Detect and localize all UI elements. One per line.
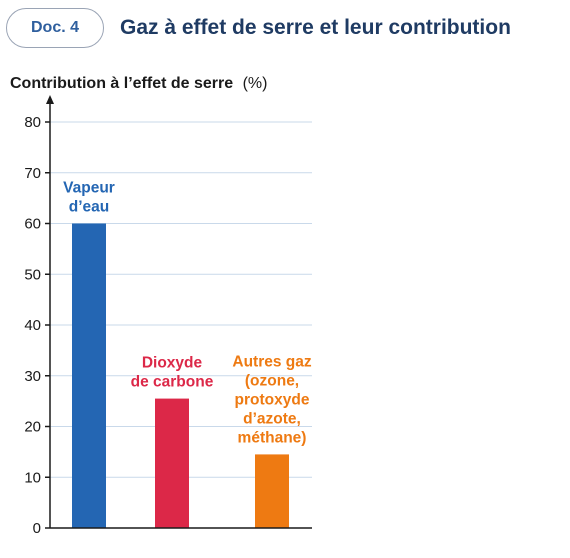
y-tick-label: 10: [24, 469, 41, 486]
bar-label-line: d’azote,: [243, 410, 301, 427]
y-tick-label: 40: [24, 317, 41, 334]
bar-label-line: méthane): [238, 429, 307, 446]
y-tick-label: 80: [24, 114, 41, 131]
bar-label: Autres gaz (ozone, protoxyde d’azote, méthan…: [232, 353, 311, 446]
bar-label-line: Vapeur: [63, 180, 115, 197]
bar-label-line: protoxyde: [235, 391, 310, 408]
y-axis-label: Contribution à l’effet de serre (%): [10, 75, 267, 92]
y-tick-label: 0: [33, 520, 41, 537]
bar: [255, 454, 289, 528]
bar-label: Dioxyde de carbone: [131, 355, 214, 391]
y-axis-label-text: Contribution à l’effet de serre: [10, 75, 233, 92]
bars: [72, 223, 289, 528]
bar-label-line: Autres gaz: [232, 353, 311, 370]
bar-label-line: d’eau: [69, 199, 109, 216]
y-tick-label: 50: [24, 266, 41, 283]
y-tick-label: 30: [24, 368, 41, 385]
bar: [72, 223, 106, 528]
doc-title: Gaz à effet de serre et leur contributio…: [120, 16, 511, 39]
y-axis-label-unit: (%): [243, 75, 268, 92]
y-tick-label: 60: [24, 216, 41, 233]
axes: 0 10 20 30 40 50 60 70 80: [24, 95, 312, 537]
bar-label-line: de carbone: [131, 374, 214, 391]
y-axis-arrow-icon: [46, 95, 54, 104]
data-labels: Vapeur d’eau Dioxyde de carbone Autres gaz (o…: [63, 180, 312, 447]
bar-label-line: (ozone,: [245, 372, 299, 389]
doc-header: Doc. 4 Gaz à effet de serre et leur cont…: [6, 6, 511, 50]
y-tick-label: 20: [24, 419, 41, 436]
bar: [155, 398, 189, 528]
y-tick-label: 70: [24, 165, 41, 182]
bar-label-line: Dioxyde: [142, 355, 203, 372]
bar-label: Vapeur d’eau: [63, 180, 115, 216]
doc-badge: Doc. 4: [6, 8, 104, 48]
